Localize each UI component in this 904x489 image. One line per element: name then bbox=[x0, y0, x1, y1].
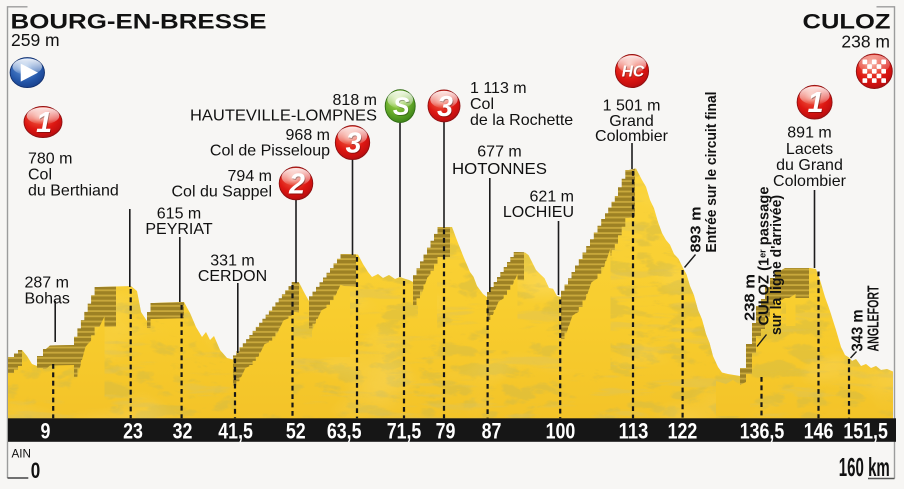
svg-text:2: 2 bbox=[289, 169, 306, 201]
svg-text:9: 9 bbox=[41, 419, 51, 444]
svg-text:Grand: Grand bbox=[609, 113, 653, 130]
svg-text:818 m: 818 m bbox=[333, 92, 377, 109]
svg-text:1: 1 bbox=[36, 107, 52, 139]
svg-text:160 km: 160 km bbox=[839, 452, 890, 482]
svg-text:794 m: 794 m bbox=[228, 168, 272, 185]
svg-text:3: 3 bbox=[437, 91, 453, 123]
svg-text:41,5: 41,5 bbox=[218, 419, 253, 444]
svg-text:677 m: 677 m bbox=[477, 144, 521, 161]
svg-text:146: 146 bbox=[804, 419, 834, 444]
svg-text:893 m: 893 m bbox=[689, 207, 705, 253]
svg-text:de la Rochette: de la Rochette bbox=[470, 112, 573, 129]
svg-text:1: 1 bbox=[37, 108, 53, 140]
svg-text:23: 23 bbox=[123, 419, 143, 444]
svg-text:HC: HC bbox=[623, 65, 646, 82]
svg-text:ANGLEFORT: ANGLEFORT bbox=[866, 285, 883, 351]
svg-text:3: 3 bbox=[346, 129, 362, 161]
svg-text:891 m: 891 m bbox=[787, 125, 831, 142]
svg-text:HAUTEVILLE-LOMPNES: HAUTEVILLE-LOMPNES bbox=[190, 108, 377, 125]
svg-text:Lacets: Lacets bbox=[786, 141, 833, 158]
svg-text:0: 0 bbox=[31, 458, 41, 483]
svg-text:1 501 m: 1 501 m bbox=[603, 98, 661, 115]
svg-text:79: 79 bbox=[436, 419, 456, 444]
svg-text:Entrée sur le circuit final: Entrée sur le circuit final bbox=[704, 92, 720, 253]
svg-text:621 m: 621 m bbox=[530, 189, 574, 206]
svg-text:615 m: 615 m bbox=[157, 206, 201, 223]
svg-text:Colombier: Colombier bbox=[773, 173, 847, 190]
svg-text:71,5: 71,5 bbox=[387, 419, 422, 444]
svg-text:CULOZ (1er passage: CULOZ (1er passage bbox=[757, 187, 773, 326]
svg-text:sur la ligne d'arrivée): sur la ligne d'arrivée) bbox=[769, 195, 785, 335]
svg-text:238 m: 238 m bbox=[841, 32, 890, 52]
svg-text:968 m: 968 m bbox=[286, 127, 330, 144]
svg-text:52: 52 bbox=[286, 419, 306, 444]
svg-text:LOCHIEU: LOCHIEU bbox=[503, 204, 574, 221]
svg-text:3: 3 bbox=[438, 92, 454, 124]
svg-text:S: S bbox=[393, 93, 410, 121]
svg-text:780 m: 780 m bbox=[28, 151, 72, 168]
svg-text:32: 32 bbox=[173, 419, 193, 444]
svg-text:Col du Sappel: Col du Sappel bbox=[171, 184, 272, 201]
svg-text:343 m: 343 m bbox=[850, 310, 867, 352]
svg-text:63,5: 63,5 bbox=[327, 419, 362, 444]
svg-text:331 m: 331 m bbox=[210, 253, 254, 270]
svg-text:PEYRIAT: PEYRIAT bbox=[145, 221, 213, 238]
svg-text:BOURG-EN-BRESSE: BOURG-EN-BRESSE bbox=[11, 9, 267, 33]
svg-text:1 113 m: 1 113 m bbox=[470, 80, 527, 97]
svg-text:HOTONNES: HOTONNES bbox=[452, 161, 547, 178]
svg-text:136,5: 136,5 bbox=[740, 419, 785, 444]
svg-text:1: 1 bbox=[808, 87, 824, 119]
svg-text:1: 1 bbox=[808, 88, 824, 120]
svg-text:113: 113 bbox=[619, 419, 649, 444]
svg-text:Col de Pisseloup: Col de Pisseloup bbox=[210, 143, 330, 160]
svg-text:238 m: 238 m bbox=[743, 274, 759, 321]
svg-text:Col: Col bbox=[28, 167, 52, 184]
svg-text:100: 100 bbox=[546, 419, 576, 444]
svg-text:87: 87 bbox=[482, 419, 502, 444]
svg-text:259 m: 259 m bbox=[11, 30, 60, 50]
svg-text:CULOZ: CULOZ bbox=[803, 9, 891, 33]
svg-text:Bohas: Bohas bbox=[25, 291, 70, 308]
svg-text:287 m: 287 m bbox=[25, 275, 69, 292]
svg-text:HC: HC bbox=[622, 64, 645, 81]
svg-text:122: 122 bbox=[668, 419, 698, 444]
svg-text:3: 3 bbox=[346, 128, 362, 160]
svg-text:S: S bbox=[394, 94, 411, 122]
svg-text:du Grand: du Grand bbox=[776, 157, 843, 174]
svg-text:CERDON: CERDON bbox=[198, 268, 267, 285]
svg-text:AIN: AIN bbox=[12, 449, 32, 461]
svg-text:Colombier: Colombier bbox=[595, 128, 669, 145]
svg-text:du Berthiand: du Berthiand bbox=[28, 183, 119, 200]
svg-text:2: 2 bbox=[288, 168, 305, 200]
svg-text:Col: Col bbox=[470, 96, 494, 113]
svg-text:151,5: 151,5 bbox=[843, 419, 888, 444]
